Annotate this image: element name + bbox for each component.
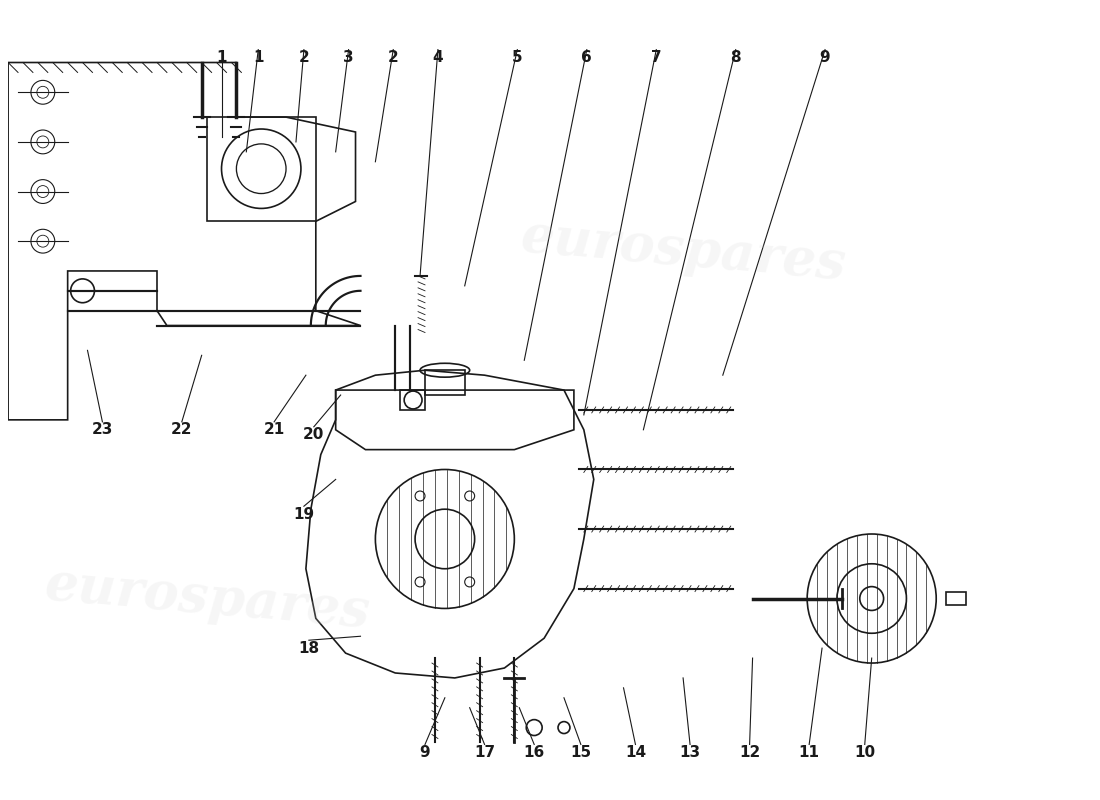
Text: eurospares: eurospares (518, 211, 848, 290)
Text: 14: 14 (625, 745, 646, 760)
Text: 1: 1 (253, 50, 264, 65)
Text: 3: 3 (343, 50, 354, 65)
Text: 11: 11 (799, 745, 820, 760)
Text: 12: 12 (739, 745, 760, 760)
Text: 10: 10 (855, 745, 876, 760)
Text: 18: 18 (298, 641, 319, 656)
Text: 2: 2 (298, 50, 309, 65)
Text: 8: 8 (730, 50, 741, 65)
Text: 19: 19 (294, 506, 315, 522)
Text: 16: 16 (524, 745, 544, 760)
Text: 4: 4 (432, 50, 443, 65)
Text: 6: 6 (582, 50, 592, 65)
Text: 13: 13 (680, 745, 701, 760)
Text: 15: 15 (570, 745, 592, 760)
Text: 21: 21 (264, 422, 285, 438)
Text: 9: 9 (420, 745, 430, 760)
Text: 9: 9 (820, 50, 830, 65)
Text: 7: 7 (651, 50, 661, 65)
Text: 23: 23 (91, 422, 113, 438)
Text: 20: 20 (304, 427, 324, 442)
Text: 2: 2 (388, 50, 398, 65)
Text: eurospares: eurospares (42, 559, 372, 638)
Text: 17: 17 (474, 745, 495, 760)
Text: 22: 22 (172, 422, 192, 438)
Text: 5: 5 (512, 50, 522, 65)
Text: 1: 1 (217, 50, 227, 65)
